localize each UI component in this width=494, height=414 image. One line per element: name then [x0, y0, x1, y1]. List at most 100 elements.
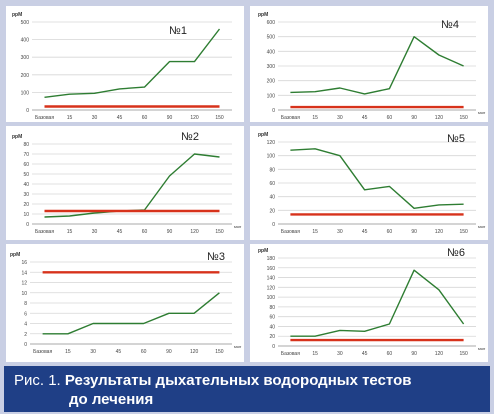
y-tick-label: 60 — [269, 181, 275, 187]
x-tick-label: 15 — [67, 229, 73, 235]
x-tick-label: 120 — [435, 229, 444, 235]
y-tick-label: 100 — [267, 154, 276, 160]
x-tick-label: 60 — [142, 115, 148, 121]
x-tick-label: 90 — [166, 349, 172, 355]
y-tick-label: 180 — [267, 256, 276, 262]
chart-title: №2 — [181, 131, 199, 143]
chart-panel-6: 0 20 40 60 80 100 120 140 160 180 Базовая 15 30 45 60 9… — [250, 244, 488, 362]
y-tick-label: 140 — [267, 276, 276, 282]
caption-prefix: Рис. 1. — [14, 372, 61, 389]
x-tick-label: 30 — [92, 115, 98, 121]
x-tick-label: 150 — [459, 115, 468, 121]
x-tick-label: 45 — [362, 229, 368, 235]
x-tick-label: 150 — [215, 115, 224, 121]
y-tick-label: 20 — [23, 202, 29, 208]
y-tick-label: 10 — [23, 212, 29, 218]
patient-series-line — [290, 269, 465, 337]
y-tick-label: 500 — [21, 20, 30, 26]
y-tick-label: 100 — [21, 90, 30, 96]
x-tick-label: 120 — [190, 229, 199, 235]
chart-svg-4: 0 100 200 300 400 500 600 Базовая 15 30 45 60 90 120 1… — [258, 12, 486, 121]
x-tick-label: 90 — [411, 115, 417, 121]
y-tick-label: 400 — [21, 38, 30, 44]
x-tick-label: 60 — [387, 229, 393, 235]
chart-svg-1: 0 100 200 300 400 500 Базовая 15 30 45 60 90 120 150 p… — [12, 12, 232, 121]
x-axis-unit: мин — [234, 224, 242, 229]
y-tick-label: 120 — [267, 285, 276, 291]
x-tick-label: 45 — [362, 115, 368, 121]
y-tick-label: 100 — [267, 295, 276, 301]
x-tick-label: 90 — [167, 229, 173, 235]
chart-panel-3: 0 2 4 6 8 10 12 14 16 Базовая 15 30 45 60 90 120 150 ppM м… — [6, 244, 244, 362]
x-tick-label: 45 — [117, 115, 123, 121]
y-tick-label: 80 — [269, 305, 275, 311]
y-axis-label: ppM — [258, 248, 268, 254]
y-tick-label: 160 — [267, 266, 276, 272]
y-tick-label: 16 — [21, 260, 27, 266]
y-axis-label: ppM — [12, 12, 22, 18]
x-tick-label: Базовая — [281, 351, 300, 357]
y-tick-label: 20 — [269, 334, 275, 340]
chart-title: №1 — [169, 25, 187, 37]
patient-series-line — [44, 28, 221, 98]
x-tick-label: 120 — [435, 115, 444, 121]
x-tick-label: 120 — [190, 115, 199, 121]
y-tick-label: 14 — [21, 270, 27, 276]
y-tick-label: 70 — [23, 152, 29, 158]
x-tick-label: Базовая — [35, 229, 54, 235]
y-tick-label: 80 — [23, 142, 29, 148]
y-tick-label: 4 — [24, 322, 27, 328]
patient-series-line — [42, 292, 220, 335]
chart-panel-2: 0 10 20 30 40 50 60 70 80 Базовая 15 30 45 60 90 120 150… — [6, 126, 244, 240]
x-tick-label: 60 — [387, 351, 393, 357]
x-tick-label: 30 — [337, 351, 343, 357]
y-tick-label: 30 — [23, 192, 29, 198]
y-tick-label: 200 — [21, 73, 30, 79]
y-tick-label: 0 — [272, 222, 275, 228]
y-tick-label: 80 — [269, 167, 275, 173]
x-tick-label: 90 — [411, 351, 417, 357]
figure: 0 100 200 300 400 500 Базовая 15 30 45 60 90 120 150 p… — [4, 4, 490, 364]
x-tick-label: 15 — [67, 115, 73, 121]
x-tick-label: 45 — [116, 349, 122, 355]
y-tick-label: 200 — [267, 79, 276, 85]
y-tick-label: 0 — [24, 342, 27, 348]
x-tick-label: 150 — [215, 349, 224, 355]
x-tick-label: 150 — [459, 229, 468, 235]
x-tick-label: 15 — [312, 115, 318, 121]
x-tick-label: 60 — [387, 115, 393, 121]
y-axis-label: ppM — [258, 132, 268, 138]
y-tick-label: 600 — [267, 20, 276, 26]
x-tick-label: 150 — [459, 351, 468, 357]
y-tick-label: 8 — [24, 301, 27, 307]
x-tick-label: 15 — [65, 349, 71, 355]
x-tick-label: 45 — [362, 351, 368, 357]
x-tick-label: 30 — [92, 229, 98, 235]
x-axis-unit: мин — [478, 224, 486, 229]
x-tick-label: 45 — [117, 229, 123, 235]
x-axis-unit: мин — [478, 110, 486, 115]
y-tick-label: 300 — [21, 55, 30, 61]
chart-panel-1: 0 100 200 300 400 500 Базовая 15 30 45 60 90 120 150 p… — [6, 6, 244, 122]
y-axis-label: ppM — [258, 12, 268, 18]
x-tick-label: 60 — [141, 349, 147, 355]
chart-panel-4: 0 100 200 300 400 500 600 Базовая 15 30 45 60 90 120 1… — [250, 6, 488, 122]
y-tick-label: 10 — [21, 291, 27, 297]
y-tick-label: 2 — [24, 332, 27, 338]
y-tick-label: 0 — [272, 108, 275, 114]
y-tick-label: 0 — [26, 108, 29, 114]
x-tick-label: 30 — [337, 229, 343, 235]
patient-series-line — [290, 36, 464, 95]
x-tick-label: 90 — [167, 115, 173, 121]
x-tick-label: 30 — [90, 349, 96, 355]
x-tick-label: 30 — [337, 115, 343, 121]
chart-svg-3: 0 2 4 6 8 10 12 14 16 Базовая 15 30 45 60 90 120 150 ppM м… — [10, 251, 242, 355]
x-tick-label: Базовая — [33, 349, 52, 355]
y-tick-label: 40 — [23, 182, 29, 188]
caption-title: Результаты дыхательных водородных тестов — [64, 372, 412, 389]
y-tick-label: 60 — [269, 315, 275, 321]
y-tick-label: 120 — [267, 140, 276, 146]
caption-line-1: Рис. 1. Результаты дыхательных водородны… — [14, 372, 411, 389]
x-tick-label: 150 — [215, 229, 224, 235]
y-axis-label: ppM — [12, 134, 22, 140]
